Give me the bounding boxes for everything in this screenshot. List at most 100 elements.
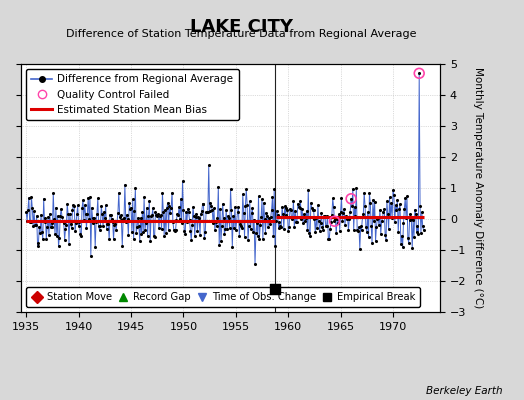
Point [257, 214, 265, 220]
Point [316, 220, 325, 227]
Point [341, 221, 349, 228]
Point [393, 197, 401, 203]
Point [52, 233, 61, 239]
Point [193, 228, 202, 234]
Point [351, 213, 359, 220]
Point [25, 194, 33, 201]
Point [180, 228, 189, 234]
Point [267, 206, 276, 213]
Point [325, 236, 333, 242]
Point [72, 220, 80, 226]
Point [406, 210, 414, 217]
Point [359, 211, 367, 218]
Point [260, 216, 269, 222]
Point [86, 252, 95, 259]
Point [73, 202, 82, 208]
Point [318, 224, 326, 230]
Point [190, 213, 198, 219]
Point [255, 236, 264, 242]
Point [271, 286, 279, 292]
Point [333, 216, 341, 222]
Point [391, 202, 400, 209]
Point [161, 207, 169, 213]
Point [49, 190, 58, 196]
Point [313, 225, 321, 232]
Point [419, 227, 428, 233]
Point [367, 222, 375, 229]
Point [275, 224, 283, 231]
Point [322, 222, 331, 229]
Point [345, 216, 354, 222]
Point [233, 218, 241, 224]
Point [338, 217, 346, 224]
Point [132, 230, 140, 236]
Point [253, 219, 261, 226]
Point [22, 209, 30, 215]
Point [60, 236, 69, 243]
Point [81, 211, 90, 217]
Point [381, 232, 389, 238]
Point [148, 212, 156, 218]
Point [27, 194, 36, 200]
Point [38, 228, 46, 235]
Point [195, 215, 203, 221]
Point [52, 204, 60, 211]
Point [192, 210, 201, 217]
Point [357, 226, 366, 233]
Point [103, 220, 112, 227]
Point [217, 222, 226, 229]
Point [76, 231, 84, 238]
Point [334, 220, 342, 226]
Point [271, 243, 279, 250]
Point [232, 227, 240, 233]
Point [107, 216, 116, 222]
Point [216, 206, 224, 213]
Point [58, 214, 66, 220]
Point [93, 211, 101, 217]
Point [208, 207, 216, 213]
Point [95, 227, 104, 234]
Point [356, 246, 364, 252]
Point [55, 234, 63, 241]
Point [304, 187, 312, 193]
Point [181, 231, 189, 237]
Point [31, 222, 39, 229]
Point [171, 227, 180, 234]
Point [281, 212, 290, 218]
Point [97, 203, 105, 210]
Point [66, 211, 74, 218]
Point [243, 201, 252, 208]
Point [344, 226, 353, 233]
Point [285, 224, 293, 230]
Point [114, 210, 122, 216]
Point [29, 222, 37, 229]
Point [170, 226, 178, 233]
Point [79, 197, 87, 203]
Point [245, 222, 253, 229]
Point [203, 209, 211, 215]
Point [186, 228, 194, 234]
Point [372, 224, 380, 230]
Point [48, 224, 57, 230]
Point [264, 224, 272, 230]
Point [390, 219, 399, 226]
Point [107, 212, 115, 218]
Point [348, 202, 356, 209]
Point [106, 212, 114, 218]
Point [351, 204, 359, 210]
Point [160, 232, 168, 239]
Point [335, 211, 343, 218]
Point [378, 214, 387, 220]
Point [84, 194, 92, 201]
Point [115, 190, 123, 196]
Point [41, 215, 50, 221]
Point [183, 206, 192, 212]
Point [280, 203, 289, 210]
Point [300, 211, 308, 218]
Point [113, 218, 121, 224]
Point [90, 214, 99, 221]
Point [328, 212, 336, 218]
Point [270, 186, 278, 192]
Point [60, 220, 68, 226]
Point [220, 215, 228, 221]
